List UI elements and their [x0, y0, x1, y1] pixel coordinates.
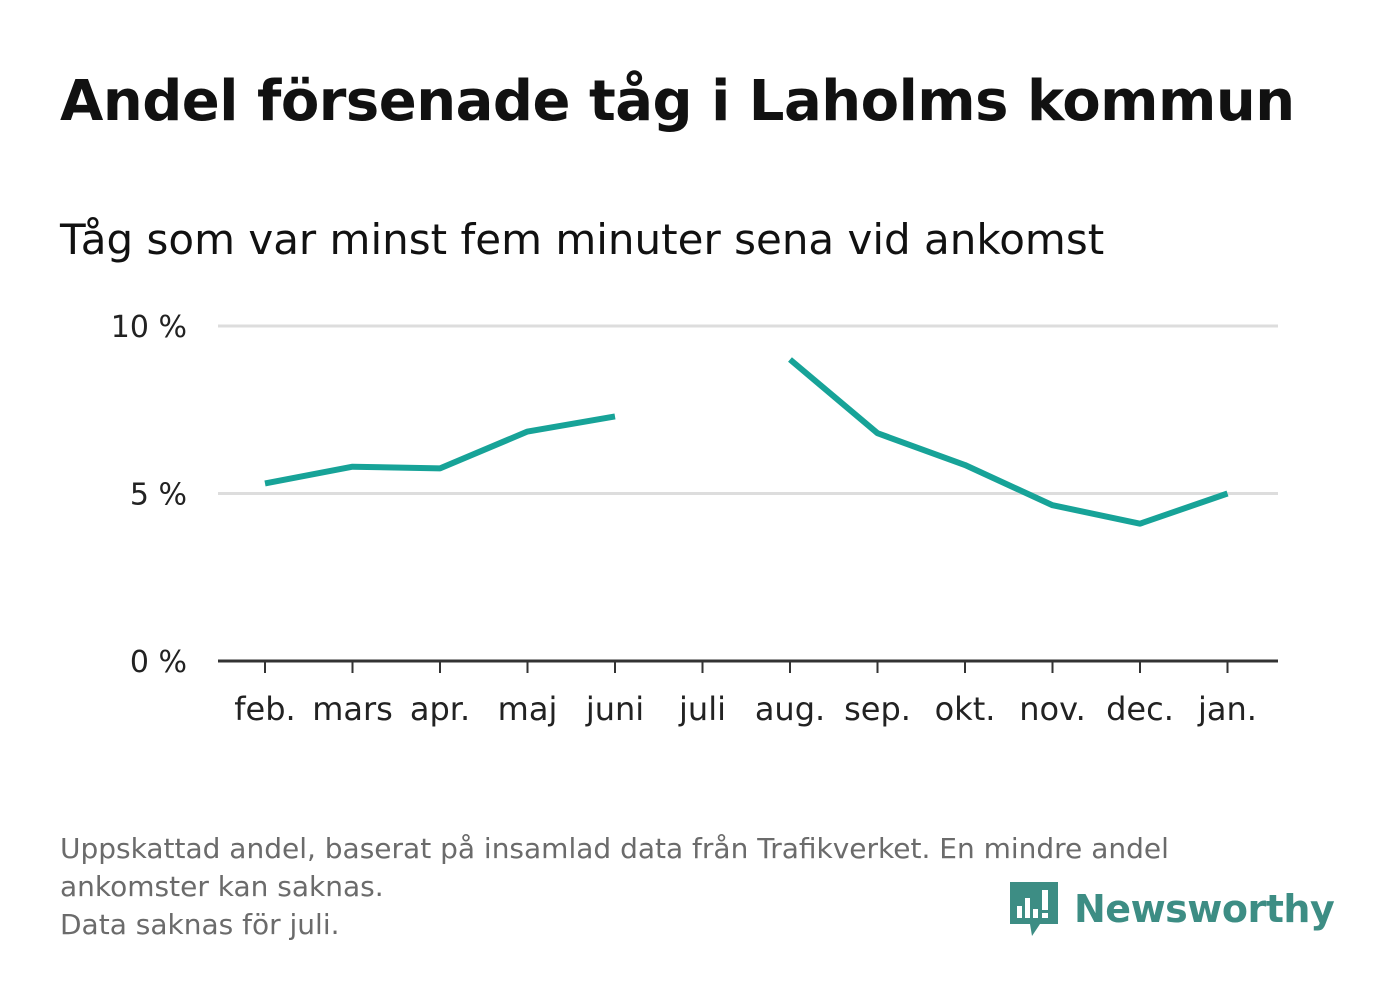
x-tick-label: aug. [755, 690, 825, 728]
x-tick-label: juni [585, 690, 644, 728]
y-axis-labels: 0 % 5 % 10 % [111, 310, 187, 680]
brand-name: Newsworthy [1074, 887, 1335, 931]
series-layer [264, 357, 1229, 527]
x-axis [218, 659, 1278, 673]
footnote-line: Data saknas för juli. [60, 908, 340, 941]
footnote-line: Uppskattad andel, baserat på insamlad da… [60, 832, 1169, 865]
x-tick-label: jan. [1197, 690, 1257, 728]
x-tick-label: nov. [1019, 690, 1085, 728]
x-tick-label: okt. [935, 690, 996, 728]
x-tick-label: sep. [844, 690, 911, 728]
footnote: Uppskattad andel, baserat på insamlad da… [60, 830, 1310, 944]
x-tick-label: juli [678, 690, 726, 728]
newsworthy-logo-icon [1010, 882, 1058, 936]
x-tick-label: feb. [234, 690, 295, 728]
chart-subtitle: Tåg som var minst fem minuter sena vid a… [60, 215, 1105, 264]
series-line-segment [788, 357, 1229, 527]
footnote-line: ankomster kan saknas. [60, 870, 384, 903]
x-tick-label: maj [498, 690, 558, 728]
grid-layer [218, 324, 1278, 495]
x-tick-label: mars [312, 690, 393, 728]
y-tick-label: 5 % [130, 478, 187, 513]
x-tick-label: dec. [1106, 690, 1174, 728]
x-tick-label: apr. [410, 690, 470, 728]
y-tick-label: 0 % [130, 645, 187, 680]
x-axis-labels: feb. mars apr. maj juni juli aug. sep. okt. nov. d… [234, 690, 1257, 728]
series-line-segment [264, 413, 616, 487]
line-chart: 0 % 5 % 10 % feb. mars apr. maj juni juli aug. se… [111, 310, 1278, 728]
y-tick-label: 10 % [111, 310, 187, 345]
brand-logo: Newsworthy [1008, 876, 1335, 942]
chart-title: Andel försenade tåg i Laholms kommun [60, 69, 1295, 134]
